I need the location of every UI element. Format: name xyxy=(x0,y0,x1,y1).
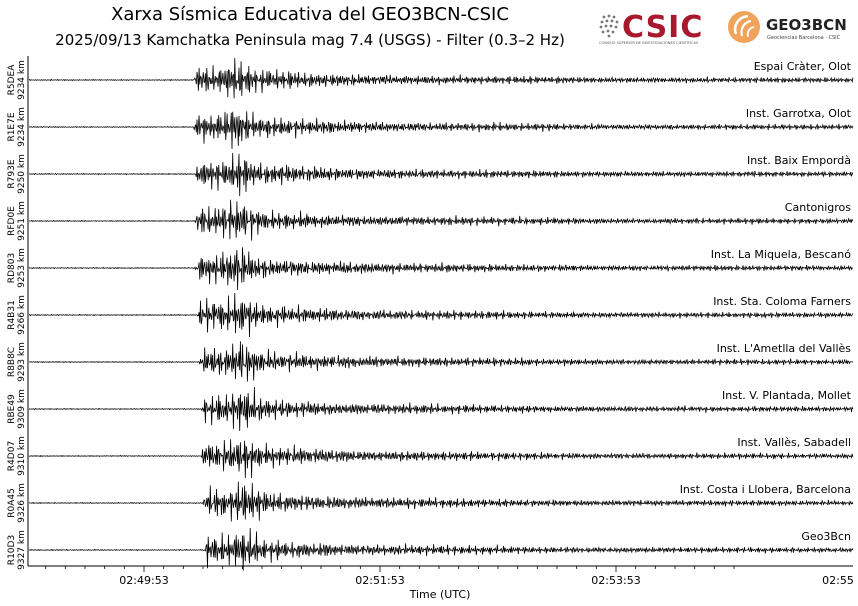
trace-R793E: Inst. Baix Empordà R793E 9250 km xyxy=(7,152,854,197)
trace-site-label: Inst. L'Ametlla del Vallès xyxy=(717,342,852,355)
trace-distance-label: 9327 km xyxy=(17,530,27,570)
trace-station-label: R10D3 xyxy=(7,535,17,565)
waveform-line xyxy=(28,111,854,150)
trace-distance-label: 9293 km xyxy=(17,342,27,382)
trace-distance-label: 9234 km xyxy=(17,60,27,100)
trace-site-label: Inst. Garrotxa, Olot xyxy=(746,107,852,120)
trace-distance-label: 9251 km xyxy=(17,201,27,241)
trace-station-label: R1E7E xyxy=(7,112,17,141)
x-tick-label: 02:53:53 xyxy=(591,574,640,587)
trace-site-label: Inst. V. Plantada, Mollet xyxy=(722,389,852,402)
x-tick-label: 02:49:53 xyxy=(119,574,168,587)
waveform-line xyxy=(28,57,854,99)
trace-R1E7E: Inst. Garrotxa, Olot R1E7E 9234 km xyxy=(7,107,854,150)
trace-distance-label: 9250 km xyxy=(17,154,27,194)
trace-site-label: Geo3Bcn xyxy=(801,530,851,543)
trace-R5DEA: Espai Cràter, Olot R5DEA 9234 km xyxy=(7,57,854,100)
x-axis: 02:49:53 02:51:53 02:53:53 02:55 Time (UTC) xyxy=(27,56,854,601)
waveform-line xyxy=(29,481,854,522)
trace-distance-label: 9310 km xyxy=(17,436,27,476)
trace-site-label: Inst. Sta. Coloma Farners xyxy=(713,295,851,308)
x-tick-label: 02:55 xyxy=(822,574,854,587)
x-axis-label: Time (UTC) xyxy=(409,588,471,601)
trace-station-label: R793E xyxy=(7,159,17,188)
waveform-line xyxy=(28,247,854,291)
waveform-line xyxy=(28,527,854,571)
trace-RBE49: Inst. V. Plantada, Mollet RBE49 9309 km xyxy=(7,386,854,432)
trace-R0A45: Inst. Costa i Llobera, Barcelona R0A45 932… xyxy=(7,481,854,523)
trace-RD803: Inst. La Miquela, Bescanó RD803 9253 km xyxy=(7,247,854,291)
trace-site-label: Cantonigros xyxy=(785,201,851,214)
x-tick-label: 02:51:53 xyxy=(355,574,404,587)
trace-distance-label: 9253 km xyxy=(17,248,27,288)
trace-station-label: RBE49 xyxy=(7,394,17,424)
trace-R4D07: Inst. Vallès, Sabadell R4D07 9310 km xyxy=(7,436,854,479)
trace-distance-label: 9309 km xyxy=(17,389,27,429)
waveform-line xyxy=(29,341,854,382)
trace-site-label: Inst. La Miquela, Bescanó xyxy=(711,248,851,261)
trace-R4B31: Inst. Sta. Coloma Farners R4B31 9266 km xyxy=(7,292,854,338)
waveform-line xyxy=(29,292,854,338)
trace-site-label: Inst. Vallès, Sabadell xyxy=(737,436,851,449)
trace-station-label: R8B8C xyxy=(7,347,17,377)
trace-site-label: Inst. Costa i Llobera, Barcelona xyxy=(680,483,851,496)
chart-title: Xarxa Sísmica Educativa del GEO3BCN-CSIC xyxy=(111,4,509,25)
waveform-line xyxy=(28,199,854,241)
trace-site-label: Espai Cràter, Olot xyxy=(754,60,852,73)
waveform-line xyxy=(28,439,854,479)
trace-station-label: RD803 xyxy=(7,253,17,283)
trace-R10D3: Geo3Bcn R10D3 9327 km xyxy=(7,527,854,571)
trace-station-label: RFD0E xyxy=(7,206,17,236)
trace-station-label: R5DEA xyxy=(7,64,17,96)
chart-subtitle: 2025/09/13 Kamchatka Peninsula mag 7.4 (… xyxy=(55,31,565,49)
trace-station-label: R4D07 xyxy=(7,441,17,471)
trace-station-label: R0A45 xyxy=(7,488,17,518)
trace-site-label: Inst. Baix Empordà xyxy=(747,154,851,167)
trace-R8B8C: Inst. L'Ametlla del Vallès R8B8C 9293 km xyxy=(7,341,854,382)
trace-RFD0E: Cantonigros RFD0E 9251 km xyxy=(7,199,854,241)
trace-station-label: R4B31 xyxy=(7,300,17,330)
waveform-line xyxy=(28,152,854,197)
trace-distance-label: 9234 km xyxy=(17,107,27,147)
trace-distance-label: 9326 km xyxy=(17,483,27,523)
waveform-line xyxy=(28,386,854,432)
trace-distance-label: 9266 km xyxy=(17,295,27,335)
x-ticks: 02:49:53 02:51:53 02:53:53 02:55 xyxy=(45,566,854,587)
